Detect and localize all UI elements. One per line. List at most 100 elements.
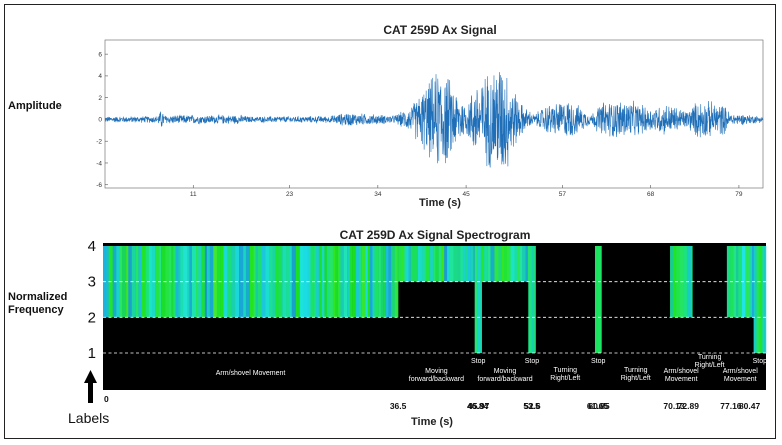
segment-label: Stop (525, 358, 540, 365)
signal-y-tick-label: 0 (98, 117, 102, 124)
activity-annotation-line: Arm/shovel (723, 368, 758, 375)
activity-annotation-line: Turning (624, 367, 648, 374)
time-mark-arrowhead (690, 390, 695, 394)
threshold-lines (103, 281, 766, 354)
signal-axes-box (104, 39, 764, 189)
signal-x-tick-label: 57 (559, 191, 567, 198)
activity-annotation-line: forward/backward (477, 376, 532, 383)
activity-annotation-line: Arm/shovel (664, 368, 699, 375)
frequency-axis-label-line2: Frequency (8, 304, 65, 316)
signal-y-tick-label: 4 (98, 73, 102, 80)
figure-border (4, 4, 776, 439)
time-mark: 70.13 (663, 390, 685, 411)
segment-label: Stop (753, 358, 768, 365)
spectrogram-y-tick-label: 2 (88, 309, 96, 326)
spectrogram-xlabel: Time (s) (411, 416, 453, 428)
time-mark-label: 36.5 (390, 401, 407, 411)
signal-x-tick-label: 79 (735, 191, 743, 198)
time-mark-arrowhead (599, 390, 604, 394)
time-mark: 36.5 (390, 390, 407, 411)
activity-annotation-line: Turning (698, 354, 722, 361)
signal-y-tick-label: -4 (96, 160, 102, 167)
spectrogram-band (481, 246, 529, 282)
signal-title: CAT 259D Ax Signal (383, 23, 496, 37)
time-mark-label: 45.97 (468, 401, 490, 411)
activity-annotation-line: Moving (494, 368, 517, 375)
time-mark: 61.65 (587, 390, 609, 411)
spectrogram-body (103, 243, 767, 390)
signal-plot: Amplitude CAT 259D Ax Signal -6-4-20246 … (8, 23, 764, 209)
spectrogram-y-tick-label: 4 (88, 238, 96, 255)
activity-annotation-line: Turning (554, 367, 578, 374)
spectrogram-y-ticks: 1 2 3 4 (88, 238, 96, 362)
signal-xlabel: Time (s) (419, 197, 461, 209)
spectrogram-y-tick-label: 3 (88, 274, 96, 291)
activity-annotation-line: Right/Left (550, 375, 580, 382)
time-mark: 53.5 (523, 390, 540, 411)
activity-annotation-line: Right/Left (621, 375, 651, 382)
activity-annotation-line: Movement (724, 376, 757, 383)
time-mark-arrowhead (396, 390, 400, 394)
signal-x-tick-label: 34 (374, 191, 382, 198)
time-mark-label: 61.65 (587, 401, 609, 411)
time-mark-arrowhead (526, 390, 531, 394)
labels-arrow-icon (84, 370, 97, 403)
time-mark: 77.16 (720, 390, 742, 411)
spectrogram-title: CAT 259D Ax Signal Spectrogram (340, 228, 531, 242)
time-mark-arrowhead (472, 390, 477, 394)
time-mark: 80.47 (739, 390, 761, 411)
amplitude-axis-label: Amplitude (8, 100, 62, 112)
time-mark-label: 53.5 (523, 401, 540, 411)
spectrogram-band (753, 246, 767, 353)
labels-caption: Labels (68, 410, 109, 426)
time-mark-label: 72.89 (678, 401, 700, 411)
signal-x-tick-label: 68 (647, 191, 655, 198)
time-mark-arrowhead (479, 390, 484, 394)
time-mark-label: 70.13 (663, 401, 685, 411)
time-mark: 46.84 (467, 390, 489, 411)
segment-label: Stop (471, 358, 486, 365)
signal-y-tick-label: -6 (96, 182, 102, 189)
signal-x-ticks: 11 23 34 45 57 68 79 (190, 185, 743, 198)
segment-labels: Arm/shovel Movement Stop Stop Stop Stop (216, 358, 767, 377)
activity-annotations: Movingforward/backwardMovingforward/back… (409, 354, 758, 383)
time-mark-arrowhead (751, 390, 756, 394)
time-mark-label: 46.84 (467, 401, 489, 411)
spectrogram-y-tick-label: 1 (88, 345, 96, 362)
signal-y-tick-label: 6 (98, 51, 102, 58)
signal-waveform-line (104, 72, 764, 168)
time-origin-label: 0 (104, 394, 109, 404)
segment-label: Stop (591, 358, 606, 365)
activity-annotation-line: Right/Left (695, 362, 725, 369)
time-mark-label: 60.85 (588, 401, 610, 411)
activity-annotation-line: forward/backward (409, 376, 464, 383)
frequency-axis-label-line1: Normalized (8, 291, 67, 303)
time-mark: 52.6 (524, 390, 541, 411)
signal-x-tick-label: 23 (286, 191, 294, 198)
spectrogram-band (398, 246, 475, 282)
activity-annotation-line: Movement (665, 376, 698, 383)
time-mark-label: 77.16 (720, 401, 742, 411)
segment-label: Arm/shovel Movement (216, 370, 286, 377)
time-mark-arrowhead (593, 390, 597, 394)
time-mark-label: 80.47 (739, 401, 761, 411)
signal-y-tick-label: -2 (96, 139, 102, 146)
spectrogram-band (474, 246, 482, 353)
spectrogram-plot: CAT 259D Ax Signal Spectrogram Normalize… (8, 228, 767, 428)
time-mark-label: 52.6 (524, 401, 541, 411)
signal-x-tick-label: 45 (462, 191, 470, 198)
spectrogram-band (594, 246, 602, 353)
spectrogram-band (528, 246, 536, 353)
signal-x-tick-label: 11 (190, 191, 197, 198)
time-mark-arrowhead (668, 390, 672, 394)
signal-y-ticks: -6 -4 -2 0 2 4 6 (96, 51, 108, 189)
